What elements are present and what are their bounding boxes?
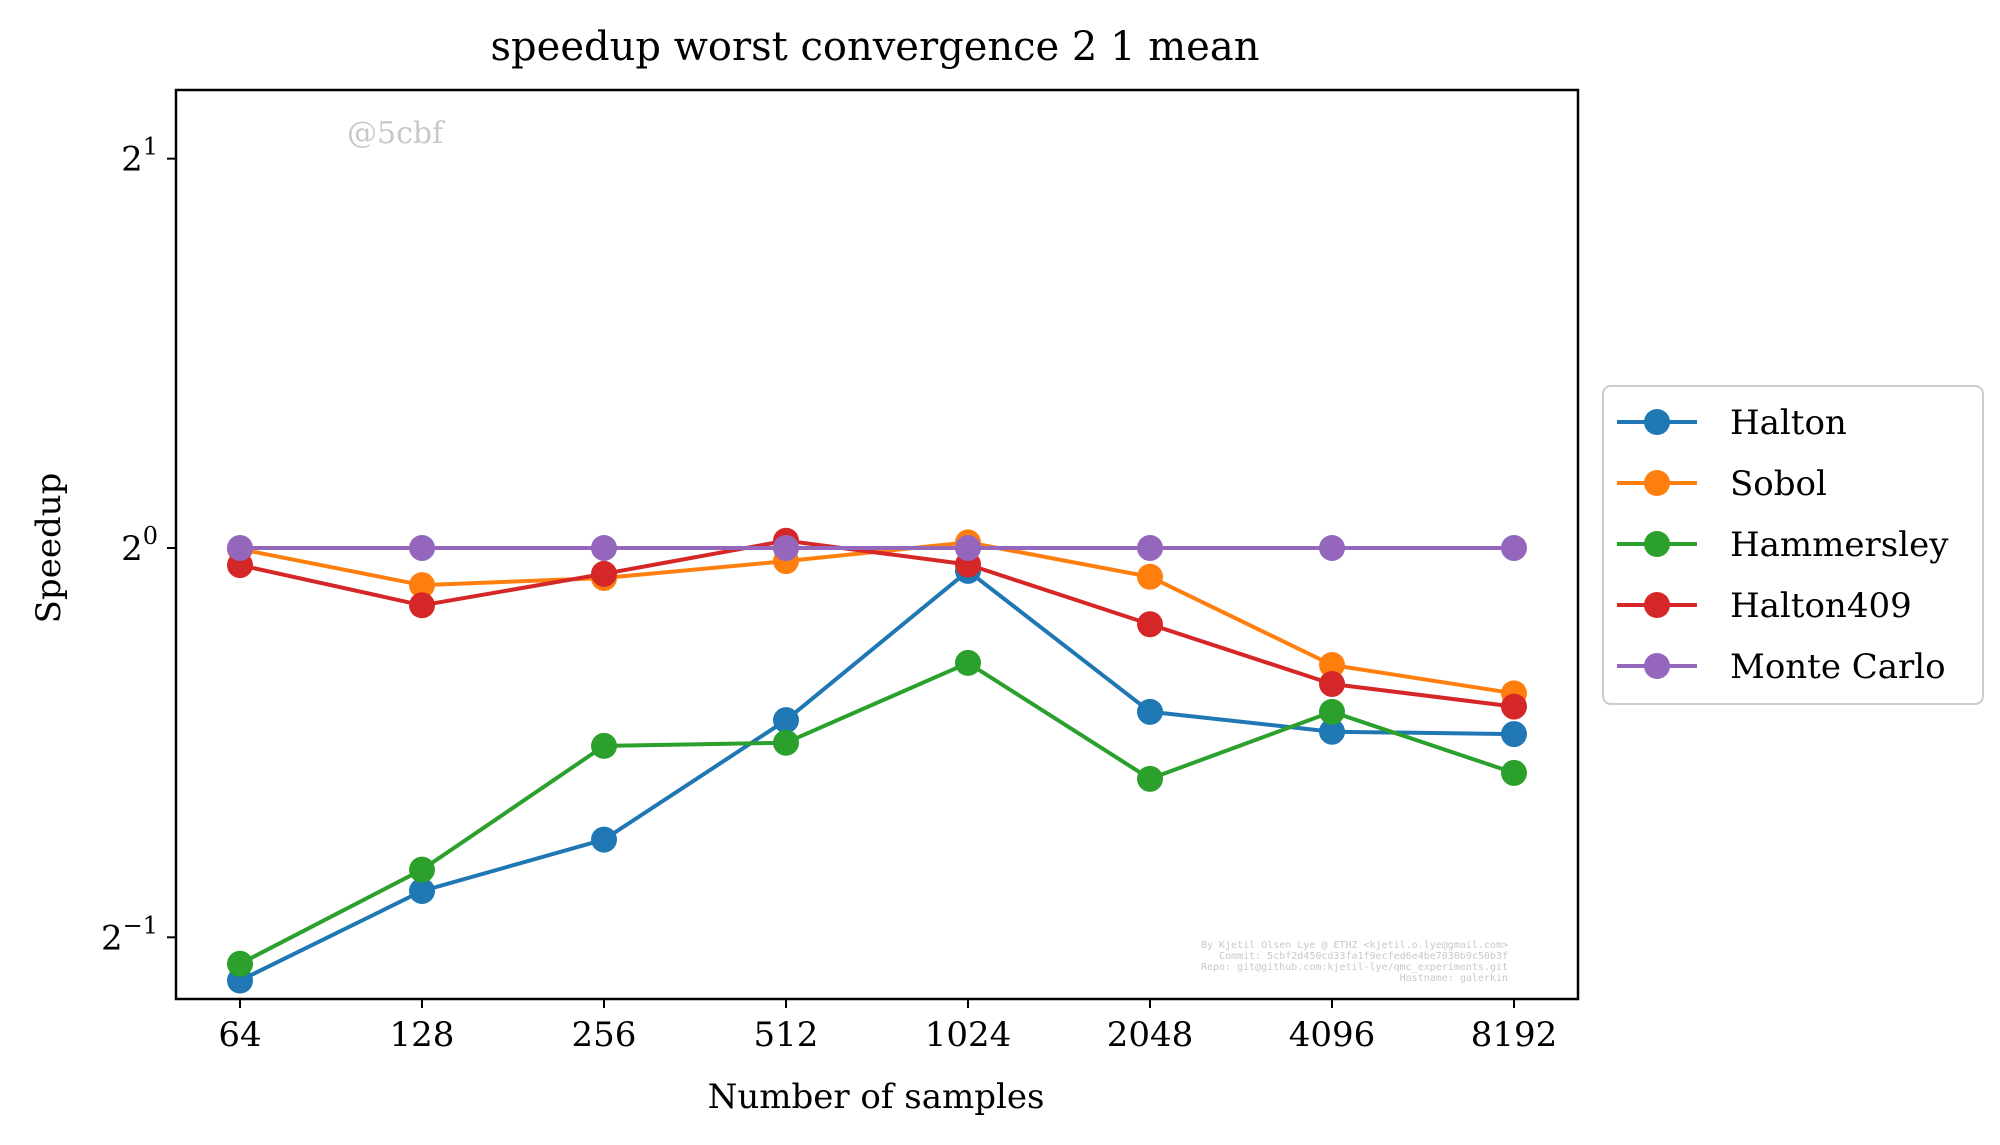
data-point-3-7 bbox=[1501, 693, 1527, 720]
data-point-0-6 bbox=[1319, 718, 1345, 745]
legend-marker-2 bbox=[1644, 531, 1670, 557]
y-axis-label: Speedup bbox=[29, 473, 69, 624]
data-point-1-1 bbox=[409, 572, 435, 599]
data-point-0-5 bbox=[1137, 698, 1163, 725]
legend-marker-3 bbox=[1644, 592, 1670, 618]
legend-label-2: Hammersley bbox=[1730, 525, 1949, 565]
data-point-4-5 bbox=[1137, 534, 1163, 561]
data-point-0-2 bbox=[591, 826, 617, 853]
plot-area: 64 128 256 512 1024 2048 4096 8192 21 20 2−1 bbox=[101, 88, 1580, 1055]
data-point-0-7 bbox=[1501, 721, 1527, 748]
credit-line: Repo: git@github.com:kjetil-lye/qmc_expe… bbox=[1201, 962, 1508, 973]
series-line-3 bbox=[239, 538, 1515, 709]
watermark: @5cbf bbox=[347, 116, 445, 151]
data-point-4-2 bbox=[591, 534, 617, 561]
x-tick-label: 4096 bbox=[1289, 1015, 1376, 1055]
data-point-4-7 bbox=[1501, 534, 1527, 561]
data-point-3-1 bbox=[409, 592, 435, 619]
data-point-3-5 bbox=[1137, 611, 1163, 638]
data-point-3-6 bbox=[1319, 670, 1345, 697]
series-line-2 bbox=[239, 660, 1515, 966]
legend-box bbox=[1602, 385, 1984, 705]
legend-marker-1 bbox=[1644, 470, 1670, 496]
data-point-4-0 bbox=[227, 534, 253, 561]
legend-label-1: Sobol bbox=[1730, 464, 1827, 504]
y-tick-label: 21 bbox=[121, 133, 158, 180]
data-point-2-7 bbox=[1501, 759, 1527, 786]
credit-line: Commit: 5cbf2d450cd33fa1f9ecfed6e4be7030… bbox=[1219, 951, 1508, 962]
data-point-4-4 bbox=[955, 534, 981, 561]
data-point-4-1 bbox=[409, 534, 435, 561]
data-point-2-1 bbox=[409, 856, 435, 883]
data-point-3-2 bbox=[591, 560, 617, 587]
plot-frame bbox=[174, 88, 1580, 1001]
x-axis-label: Number of samples bbox=[708, 1077, 1045, 1117]
chart-title: speedup worst convergence 2 1 mean bbox=[491, 24, 1260, 70]
x-tick-label: 2048 bbox=[1107, 1015, 1194, 1055]
y-tick-label: 20 bbox=[121, 522, 158, 569]
credits: By Kjetil Olsen Lye @ ETHZ <kjetil.o.lye… bbox=[1201, 940, 1508, 984]
legend-label-3: Halton409 bbox=[1730, 586, 1912, 626]
x-tick-label: 8192 bbox=[1471, 1015, 1558, 1055]
data-point-2-3 bbox=[773, 729, 799, 756]
legend-label-4: Monte Carlo bbox=[1730, 647, 1946, 687]
legend-marker-4 bbox=[1644, 653, 1670, 679]
data-point-2-4 bbox=[955, 649, 981, 676]
legend-marker-0 bbox=[1644, 409, 1670, 435]
x-tick-label: 512 bbox=[754, 1015, 819, 1055]
x-tick-label: 64 bbox=[218, 1015, 261, 1055]
data-point-2-0 bbox=[227, 950, 253, 977]
data-point-1-6 bbox=[1319, 651, 1345, 678]
y-tick-label: 2−1 bbox=[101, 911, 158, 958]
data-point-2-5 bbox=[1137, 765, 1163, 792]
data-point-4-6 bbox=[1319, 534, 1345, 561]
credit-line: By Kjetil Olsen Lye @ ETHZ <kjetil.o.lye… bbox=[1201, 940, 1508, 951]
legend-label-0: Halton bbox=[1730, 403, 1847, 443]
data-point-4-3 bbox=[773, 534, 799, 561]
data-point-0-1 bbox=[409, 877, 435, 904]
x-tick-label: 1024 bbox=[925, 1015, 1012, 1055]
legend: Halton Sobol Hammersley Halton409 Monte Carl… bbox=[1602, 385, 1984, 705]
series-line-0 bbox=[239, 568, 1515, 983]
data-point-2-2 bbox=[591, 732, 617, 759]
data-point-2-6 bbox=[1319, 698, 1345, 725]
x-tick-label: 256 bbox=[572, 1015, 637, 1055]
credit-line: Hostname: galerkin bbox=[1400, 973, 1508, 984]
data-point-0-3 bbox=[773, 707, 799, 734]
data-point-1-5 bbox=[1137, 563, 1163, 590]
x-tick-label: 128 bbox=[390, 1015, 455, 1055]
